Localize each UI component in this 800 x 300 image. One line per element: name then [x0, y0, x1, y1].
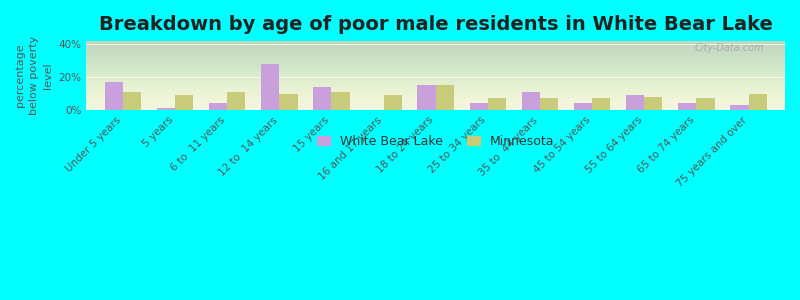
Bar — [261, 64, 279, 110]
Title: Breakdown by age of poor male residents in White Bear Lake: Breakdown by age of poor male residents … — [98, 15, 773, 34]
Bar — [574, 103, 592, 110]
Bar — [696, 98, 714, 110]
Bar — [644, 97, 662, 110]
Text: City-Data.com: City-Data.com — [694, 43, 764, 53]
Bar — [209, 103, 227, 110]
Bar — [157, 108, 175, 110]
Legend: White Bear Lake, Minnesota: White Bear Lake, Minnesota — [312, 130, 559, 153]
Bar — [678, 103, 696, 110]
Bar — [436, 85, 454, 110]
Bar — [331, 92, 350, 110]
Bar — [522, 92, 540, 110]
Bar — [123, 92, 141, 110]
Bar — [175, 95, 194, 110]
Bar — [730, 105, 749, 110]
Bar — [313, 87, 331, 110]
Y-axis label: percentage
below poverty
level: percentage below poverty level — [15, 36, 53, 115]
Bar — [592, 98, 610, 110]
Bar — [488, 98, 506, 110]
Bar — [540, 98, 558, 110]
Bar — [105, 82, 123, 110]
Bar — [383, 95, 402, 110]
Bar — [626, 95, 644, 110]
Bar — [418, 85, 436, 110]
Bar — [749, 94, 766, 110]
Bar — [227, 92, 246, 110]
Bar — [279, 94, 298, 110]
Bar — [470, 103, 488, 110]
